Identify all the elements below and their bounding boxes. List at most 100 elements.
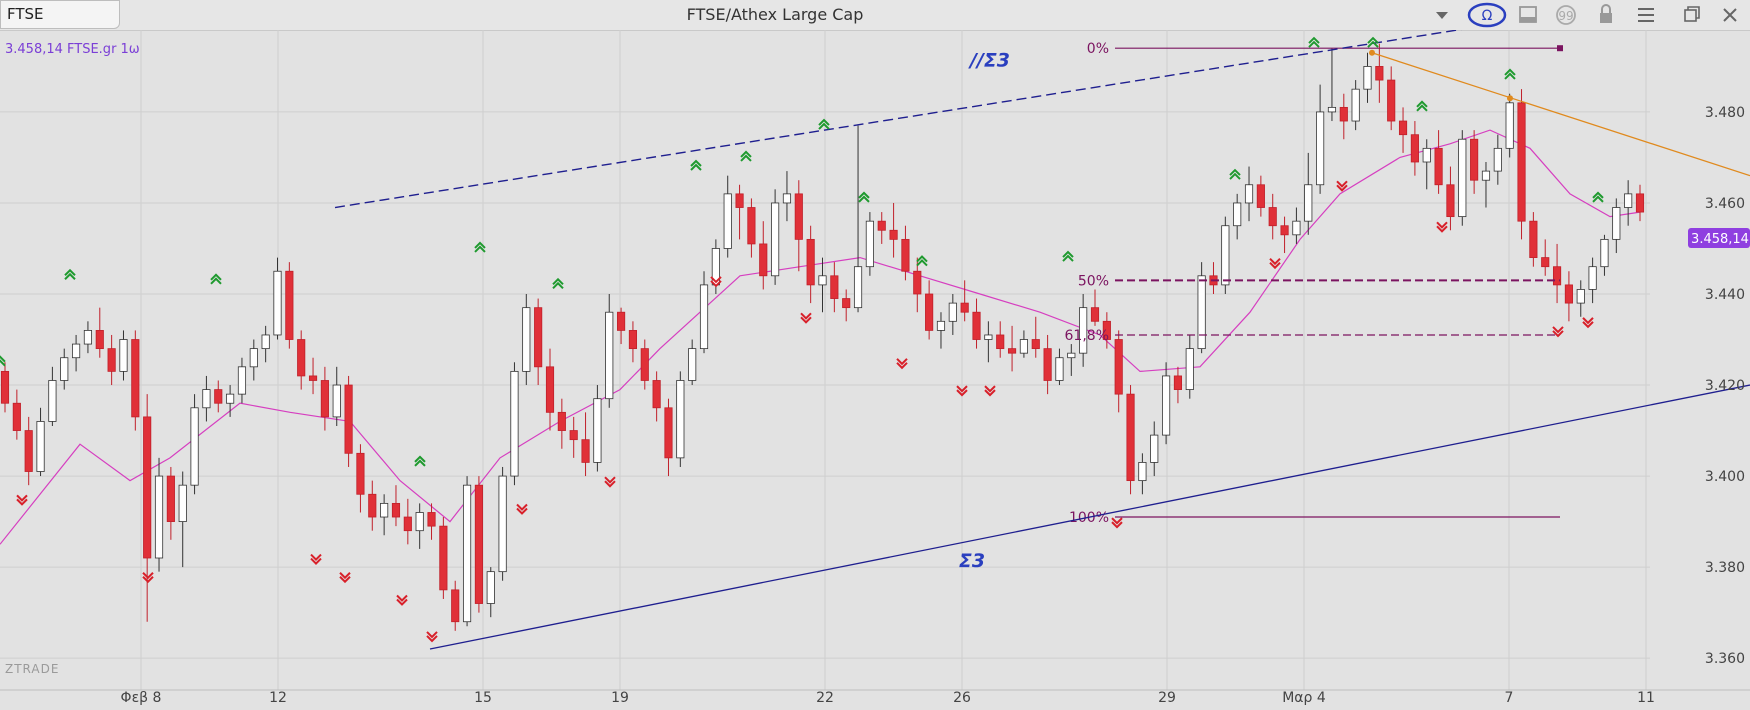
- candle: [1268, 193, 1277, 240]
- moving-average-line: [0, 129, 1641, 545]
- up-signal: [1504, 68, 1516, 80]
- up-signal: [64, 268, 76, 280]
- candle-body: [1019, 339, 1028, 354]
- candle-body: [877, 220, 886, 231]
- candle: [1256, 175, 1265, 217]
- candle: [913, 257, 922, 313]
- chart-area[interactable]: 0% 50% 61,8% 100% Σ3 //Σ3 3.360 3.380 3.400 3.4…: [0, 20, 1750, 706]
- candle: [462, 476, 472, 627]
- trendlines-layer: Σ3 //Σ3: [334, 20, 1750, 650]
- candle: [830, 262, 839, 313]
- candle-body: [24, 430, 33, 472]
- down-signal: [800, 312, 812, 324]
- candle: [1292, 207, 1301, 244]
- candle-body: [1529, 220, 1538, 258]
- candle-body: [617, 311, 626, 331]
- candle-body: [569, 430, 578, 441]
- y-tick-label: 3.460: [1705, 196, 1745, 212]
- up-signal: [690, 159, 702, 171]
- gridlines: [0, 30, 1650, 690]
- omega-button[interactable]: Ω: [1466, 2, 1508, 28]
- up-signal: [552, 277, 564, 290]
- close-icon[interactable]: [1716, 2, 1744, 28]
- candle-body: [1576, 289, 1585, 304]
- candle: [1019, 330, 1028, 358]
- candle: [1612, 198, 1621, 254]
- candle: [948, 294, 957, 335]
- candle: [1197, 262, 1206, 354]
- candle: [1185, 334, 1194, 399]
- candle: [1387, 66, 1396, 131]
- candle: [1138, 453, 1147, 495]
- candle: [1635, 184, 1645, 222]
- watermark: ZTRADE: [5, 662, 59, 676]
- candle: [1079, 294, 1088, 367]
- candle-body: [972, 311, 981, 340]
- down-signal: [310, 553, 322, 565]
- candle: [699, 271, 709, 354]
- candle-body: [1316, 111, 1325, 186]
- panel-icon[interactable]: [1514, 2, 1542, 28]
- candle-body: [889, 229, 898, 240]
- up-signal: [1308, 36, 1320, 48]
- candle: [439, 517, 448, 599]
- candle: [1541, 239, 1550, 276]
- symbol-input[interactable]: FTSE: [0, 0, 120, 29]
- quote-icon[interactable]: 99: [1552, 2, 1580, 28]
- svg-text:99: 99: [1558, 9, 1573, 23]
- axis-layer: 3.360 3.380 3.400 3.420 3.440 3.460 3.480 Φεβ 8…: [0, 105, 1750, 706]
- candle: [640, 339, 649, 390]
- restore-icon[interactable]: [1678, 2, 1706, 28]
- candle-body: [285, 270, 294, 340]
- candlestick-chart[interactable]: 0% 50% 61,8% 100% Σ3 //Σ3 3.360 3.380 3.400 3.4…: [0, 20, 1750, 706]
- candle-body: [948, 302, 957, 322]
- candle: [628, 321, 638, 363]
- candle: [676, 371, 685, 467]
- candle: [143, 394, 152, 622]
- candle-body: [202, 389, 211, 409]
- candle: [1410, 121, 1419, 176]
- candle-body: [747, 207, 756, 245]
- menu-icon[interactable]: [1632, 2, 1660, 28]
- candle-body: [1304, 184, 1313, 222]
- candle-body: [1339, 106, 1348, 122]
- x-tick-label: 15: [474, 690, 492, 706]
- down-signal: [339, 572, 351, 584]
- candle-body: [1564, 284, 1573, 304]
- lock-icon[interactable]: [1592, 2, 1620, 28]
- candle: [996, 321, 1005, 358]
- candle-body: [1067, 352, 1076, 359]
- candle-body: [1434, 147, 1443, 186]
- candle: [1055, 348, 1064, 386]
- candle-body: [1126, 393, 1135, 482]
- candle-body: [1375, 66, 1384, 81]
- candle-body: [830, 275, 839, 299]
- candle: [1505, 93, 1514, 158]
- candle-body: [12, 402, 21, 431]
- down-signal: [1436, 221, 1448, 233]
- candle-body: [439, 525, 448, 591]
- candle-body: [996, 334, 1005, 350]
- candle-body: [1233, 202, 1242, 227]
- candle: [332, 366, 341, 426]
- candle: [1090, 289, 1100, 326]
- x-tick-label: 19: [611, 690, 629, 706]
- dropdown-arrow-icon[interactable]: [1428, 2, 1456, 28]
- candle-body: [1138, 462, 1147, 482]
- candle-body: [699, 284, 709, 350]
- candle-body: [1351, 88, 1360, 122]
- candle-body: [510, 370, 519, 477]
- down-signal: [1582, 317, 1594, 329]
- candle-body: [593, 398, 602, 463]
- candle: [1493, 134, 1502, 185]
- up-signal: [414, 455, 426, 467]
- candle-body: [794, 193, 803, 240]
- candle-body: [1410, 134, 1419, 163]
- candle-body: [498, 475, 507, 573]
- candle: [782, 171, 792, 222]
- candle: [403, 498, 412, 545]
- candle-body: [865, 220, 874, 268]
- trendline-label: Σ3: [959, 550, 985, 572]
- candle: [190, 394, 199, 495]
- candles-layer: [0, 43, 1645, 631]
